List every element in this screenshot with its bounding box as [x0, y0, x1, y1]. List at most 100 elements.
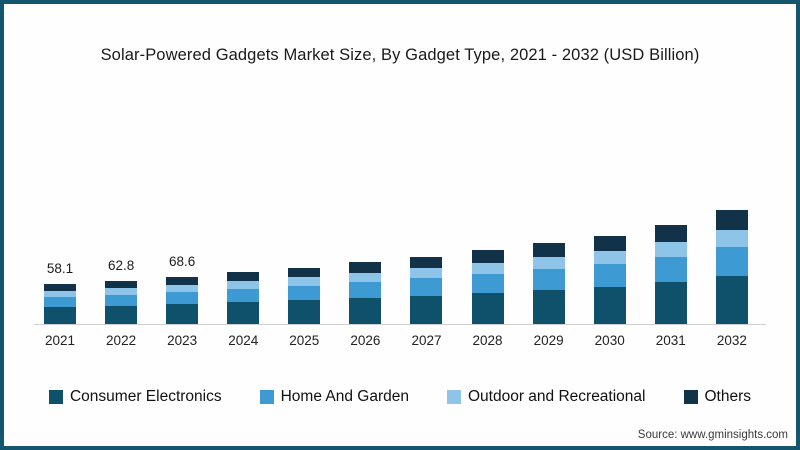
x-axis-tick-label: 2030	[594, 333, 625, 348]
bar-segment	[227, 272, 260, 282]
bar-segment	[715, 229, 748, 247]
bar-group-2030: 2030	[580, 213, 640, 349]
stacked-bar-2026	[349, 262, 382, 324]
bar-segment	[532, 257, 565, 270]
bar-segment	[105, 294, 138, 306]
x-axis-tick-label: 2021	[44, 333, 76, 348]
bar-segment	[105, 305, 138, 324]
legend-item-outdoor-and-recreational: Outdoor and Recreational	[446, 388, 646, 406]
x-axis-tick-label: 2031	[655, 333, 686, 348]
x-axis-tick-label: 2026	[350, 333, 381, 348]
stacked-bar-2023	[166, 276, 199, 324]
legend-item-others: Others	[683, 388, 752, 406]
bar-segment	[105, 288, 138, 295]
bar-group-2026: 2026	[335, 239, 395, 349]
stacked-bar-2028	[471, 250, 504, 324]
x-axis-tick-label: 2027	[411, 333, 442, 348]
bar-segment	[349, 272, 382, 283]
bar-segment	[227, 302, 260, 324]
x-axis-tick-label: 2024	[228, 333, 259, 348]
legend-label: Home And Garden	[280, 388, 409, 405]
bar-segment	[105, 280, 138, 289]
x-axis-tick-label: 2022	[106, 333, 137, 348]
bar-segment	[166, 304, 199, 324]
bar-segment	[227, 281, 260, 289]
bar-total-label: 62.8	[107, 257, 135, 273]
bar-segment	[410, 295, 443, 324]
bar-segment	[654, 256, 687, 283]
bar-group-2021: 58.1 2021	[30, 261, 90, 349]
chart-title: Solar-Powered Gadgets Market Size, By Ga…	[100, 46, 700, 64]
bar-segment	[44, 307, 76, 324]
stacked-bar-2021	[44, 284, 76, 324]
bar-segment	[715, 210, 748, 230]
bar-group-2029: 2029	[519, 220, 579, 349]
stacked-bar-2027	[410, 256, 443, 324]
bar-segment	[654, 282, 687, 324]
bar-segment	[349, 282, 382, 299]
bar-segment	[44, 296, 76, 308]
stacked-bar-2031	[654, 224, 687, 324]
bar-segment	[410, 256, 443, 269]
bar-segment	[532, 290, 565, 324]
bar-group-2027: 2027	[396, 234, 456, 349]
bar-segment	[44, 290, 76, 297]
x-axis-tick-label: 2025	[289, 333, 320, 348]
legend-label: Consumer Electronics	[69, 388, 222, 405]
x-axis-tick-label: 2028	[472, 333, 503, 348]
bar-segment	[166, 276, 199, 285]
bar-segment	[288, 300, 321, 324]
bar-group-2031: 2031	[641, 202, 701, 349]
bar-group-2023: 68.6 2023	[152, 254, 212, 349]
bar-group-2025: 2025	[274, 245, 334, 349]
bar-segment	[288, 277, 321, 286]
bar-segment	[593, 286, 626, 324]
bar-group-2028: 2028	[458, 227, 518, 349]
legend-swatch-icon	[446, 390, 461, 404]
bar-segment	[349, 298, 382, 324]
bar-segment	[349, 262, 382, 273]
bar-segment	[471, 293, 504, 324]
bar-segment	[593, 235, 626, 251]
legend-item-home-and-garden: Home And Garden	[259, 388, 409, 406]
stacked-bar-2030	[593, 235, 626, 324]
bar-group-2024: 2024	[213, 249, 273, 349]
x-axis-line	[34, 324, 766, 325]
legend-swatch-icon	[48, 390, 63, 404]
legend-swatch-icon	[259, 390, 274, 404]
bar-group-2032: 2032	[702, 187, 762, 349]
bar-segment	[715, 276, 748, 324]
bar-segment	[715, 246, 748, 277]
x-axis-tick-label: 2023	[167, 333, 198, 348]
bar-segment	[654, 241, 687, 257]
bar-segment	[471, 250, 504, 263]
x-axis-tick-label: 2029	[533, 333, 564, 348]
bar-segment	[44, 284, 76, 291]
legend: Consumer Electronics Home And Garden Outdo…	[0, 388, 800, 406]
bar-group-2022: 62.8 2022	[91, 258, 151, 349]
bars-container: 58.1 2021 62.8 2022 68.6 2023 2024 2025 2026 2027…	[30, 187, 762, 349]
bar-segment	[593, 250, 626, 264]
stacked-bar-2022	[105, 280, 138, 324]
legend-label: Others	[704, 388, 752, 405]
legend-item-consumer-electronics: Consumer Electronics	[48, 388, 222, 406]
bar-segment	[227, 288, 260, 303]
stacked-bar-2024	[227, 272, 260, 324]
bar-segment	[593, 263, 626, 287]
bar-segment	[166, 284, 199, 293]
legend-label: Outdoor and Recreational	[467, 388, 646, 405]
bar-segment	[471, 262, 504, 274]
stacked-bar-2029	[532, 243, 565, 324]
bar-segment	[471, 273, 504, 293]
legend-swatch-icon	[683, 390, 698, 404]
bar-segment	[166, 292, 199, 305]
stacked-bar-2032	[715, 210, 748, 324]
source-text: Source: www.gminsights.com	[637, 429, 788, 441]
bar-segment	[532, 243, 565, 258]
bar-total-label: 58.1	[46, 261, 74, 277]
bar-segment	[288, 285, 321, 301]
bar-segment	[654, 224, 687, 242]
bar-segment	[410, 268, 443, 279]
stacked-bar-2025	[288, 267, 321, 324]
bar-segment	[410, 278, 443, 296]
